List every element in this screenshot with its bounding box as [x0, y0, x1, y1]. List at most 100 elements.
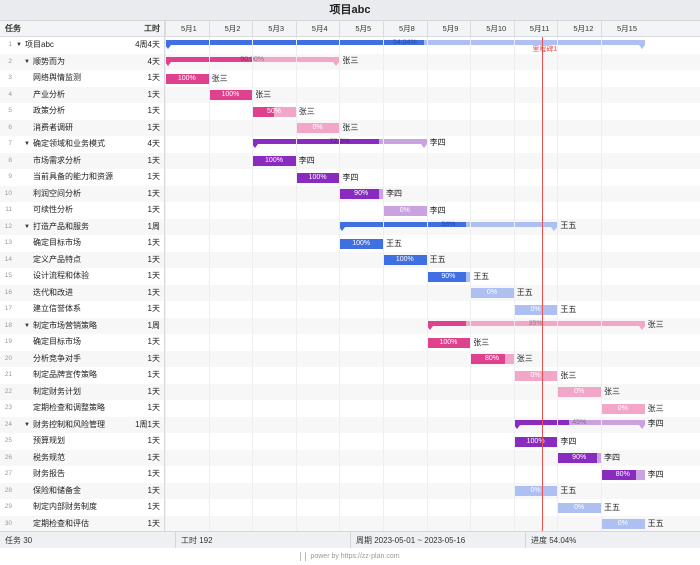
- task-bar[interactable]: 90%: [557, 453, 601, 463]
- task-bar[interactable]: 0%: [557, 502, 601, 513]
- task-name[interactable]: 建立信誉体系: [33, 304, 81, 313]
- task-row[interactable]: 20 分析竞争对手 1天 80% 张三: [0, 350, 700, 367]
- task-bar[interactable]: 100%: [165, 73, 209, 84]
- task-row[interactable]: 15 设计流程和体验 1天 90% 王五: [0, 268, 700, 285]
- task-name[interactable]: 产业分析: [33, 89, 65, 99]
- task-bar[interactable]: 0%: [601, 519, 645, 529]
- task-bar[interactable]: 100%: [208, 90, 253, 100]
- task-row[interactable]: 4 产业分析 1天 100% 张三: [0, 86, 700, 103]
- task-name[interactable]: 可续性分析: [33, 205, 73, 214]
- task-name[interactable]: 确定目标市场: [33, 337, 81, 346]
- task-name[interactable]: 政策分析: [33, 106, 65, 115]
- task-row[interactable]: 26 税务规范 1天 90% 李四: [0, 449, 700, 466]
- task-name[interactable]: 当前具备的能力和资源: [33, 172, 113, 181]
- summary-bar[interactable]: 35%: [426, 320, 645, 330]
- task-name[interactable]: 确定领域和业务模式: [33, 139, 105, 148]
- drag-handle-icon[interactable]: [300, 551, 307, 561]
- task-bar[interactable]: 0%: [470, 288, 514, 298]
- task-name[interactable]: 顺势而为: [33, 56, 65, 66]
- collapse-toggle-icon[interactable]: ▼: [16, 42, 22, 48]
- task-row[interactable]: 18 ▼ 制定市场营销策略 1周 35% 张三: [0, 317, 700, 334]
- task-bar[interactable]: 90%: [426, 271, 471, 282]
- task-row[interactable]: 2 ▼ 顺势而为 4天 50.00% 张三: [0, 53, 700, 70]
- task-row[interactable]: 10 利润空间分析 1天 90% 李四: [0, 185, 700, 202]
- task-name[interactable]: 迭代和改进: [33, 287, 73, 297]
- task-name[interactable]: 财务报告: [33, 469, 65, 478]
- task-name[interactable]: 消费者调研: [33, 122, 73, 132]
- task-row[interactable]: 30 定期检查和评估 1天 0% 王五: [0, 515, 700, 531]
- task-bar[interactable]: 100%: [339, 238, 383, 249]
- task-row[interactable]: 29 制定内部财务制度 1天 0% 王五: [0, 499, 700, 516]
- task-bar[interactable]: 0%: [513, 304, 558, 315]
- task-row[interactable]: 28 保险和储备金 1天 0% 王五: [0, 482, 700, 499]
- task-name[interactable]: 制定内部财务制度: [33, 502, 97, 511]
- task-bar[interactable]: 0%: [557, 387, 601, 397]
- duration-column-header[interactable]: 工时: [144, 24, 160, 33]
- task-name[interactable]: 制定品牌宣传策略: [33, 370, 97, 379]
- task-bar[interactable]: 100%: [295, 172, 340, 183]
- task-name[interactable]: 定义产品特点: [33, 254, 81, 264]
- summary-bar[interactable]: 54.04%: [165, 39, 645, 49]
- task-name[interactable]: 预算规划: [33, 436, 65, 445]
- task-row[interactable]: 16 迭代和改进 1天 0% 王五: [0, 284, 700, 301]
- task-row[interactable]: 14 定义产品特点 1天 100% 王五: [0, 251, 700, 268]
- task-bar[interactable]: 90%: [339, 189, 383, 199]
- task-bar[interactable]: 0%: [295, 123, 340, 133]
- task-row[interactable]: 6 消费者调研 1天 0% 张三: [0, 119, 700, 136]
- task-name[interactable]: 利润空间分析: [33, 188, 81, 198]
- task-row[interactable]: 9 当前具备的能力和资源 1天 100% 李四: [0, 169, 700, 186]
- milestone-label[interactable]: 里程碑1: [532, 46, 558, 53]
- task-row[interactable]: 8 市场需求分析 1天 100% 李四: [0, 152, 700, 169]
- collapse-toggle-icon[interactable]: ▼: [24, 58, 30, 65]
- task-bar[interactable]: 0%: [513, 370, 558, 381]
- task-name[interactable]: 确定目标市场: [33, 238, 81, 247]
- task-bar[interactable]: 100%: [383, 255, 427, 265]
- task-name[interactable]: 分析竞争对手: [33, 353, 81, 363]
- task-bar[interactable]: 0%: [383, 205, 427, 216]
- task-row[interactable]: 13 确定目标市场 1天 100% 王五: [0, 235, 700, 252]
- task-row[interactable]: 17 建立信誉体系 1天 0% 王五: [0, 301, 700, 318]
- task-row[interactable]: 19 确定目标市场 1天 100% 张三: [0, 334, 700, 351]
- collapse-toggle-icon[interactable]: ▼: [24, 223, 30, 230]
- summary-bar[interactable]: 72.5%: [252, 138, 427, 148]
- task-name[interactable]: 财务控制和风险管理: [33, 419, 105, 429]
- task-name[interactable]: 项目abc: [25, 40, 54, 49]
- task-bar[interactable]: 100%: [252, 156, 296, 166]
- task-name[interactable]: 网络舆情监测: [33, 73, 81, 82]
- task-name[interactable]: 制定财务计划: [33, 386, 81, 396]
- task-name[interactable]: 定期检查和调整策略: [33, 403, 105, 412]
- task-row[interactable]: 5 政策分析 1天 50% 张三: [0, 103, 700, 120]
- summary-bar[interactable]: 50.00%: [165, 56, 340, 66]
- task-bar[interactable]: 100%: [426, 337, 471, 348]
- task-name[interactable]: 定期检查和评估: [33, 518, 89, 528]
- task-row[interactable]: 23 定期检查和调整策略 1天 0% 张三: [0, 400, 700, 417]
- task-row[interactable]: 21 制定品牌宣传策略 1天 0% 张三: [0, 367, 700, 384]
- task-name[interactable]: 制定市场营销策略: [33, 320, 97, 330]
- task-row[interactable]: 22 制定财务计划 1天 0% 张三: [0, 383, 700, 400]
- task-name[interactable]: 税务规范: [33, 452, 65, 462]
- task-name[interactable]: 打造产品和服务: [33, 221, 89, 231]
- task-bar[interactable]: 80%: [601, 469, 645, 480]
- task-row[interactable]: 25 预算规划 1天 100% 李四: [0, 433, 700, 450]
- task-bar[interactable]: 0%: [601, 403, 645, 414]
- task-row[interactable]: 12 ▼ 打造产品和服务 1周 58% 王五: [0, 218, 700, 235]
- task-row[interactable]: 11 可续性分析 1天 0% 李四: [0, 202, 700, 219]
- task-bar[interactable]: 100%: [513, 436, 558, 447]
- task-name[interactable]: 市场需求分析: [33, 155, 81, 165]
- summary-bar[interactable]: 58%: [339, 221, 558, 231]
- collapse-toggle-icon[interactable]: ▼: [24, 421, 30, 428]
- task-row[interactable]: 24 ▼ 财务控制和风险管理 1周1天 45% 李四: [0, 416, 700, 433]
- collapse-toggle-icon[interactable]: ▼: [24, 141, 30, 147]
- task-bar[interactable]: 50%: [252, 106, 296, 117]
- summary-bar[interactable]: 45%: [513, 419, 645, 429]
- task-row[interactable]: 1 ▼ 项目abc 4周4天 54.04%: [0, 37, 700, 54]
- powered-by-text[interactable]: power by https://zz-plan.com: [310, 553, 400, 560]
- task-name[interactable]: 设计流程和体验: [33, 271, 89, 280]
- task-bar[interactable]: 0%: [513, 486, 558, 496]
- task-row[interactable]: 3 网络舆情监测 1天 100% 张三: [0, 70, 700, 87]
- task-row[interactable]: 27 财务报告 1天 80% 李四: [0, 466, 700, 483]
- task-column-header[interactable]: 任务: [5, 24, 21, 33]
- task-name[interactable]: 保险和储备金: [33, 485, 81, 495]
- collapse-toggle-icon[interactable]: ▼: [24, 322, 30, 329]
- task-bar[interactable]: 80%: [470, 354, 514, 364]
